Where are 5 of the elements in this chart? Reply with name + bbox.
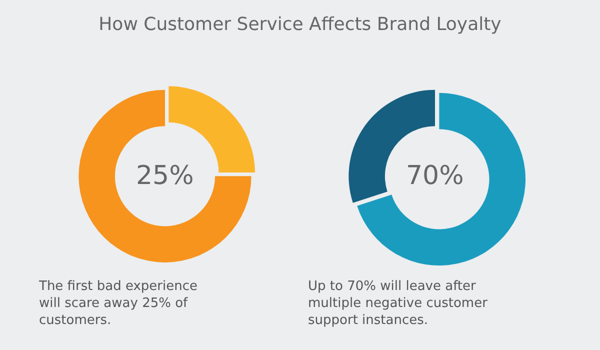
text: 25%	[136, 161, 194, 191]
text: The first bad experience will scare away 25% of customers.	[38, 279, 198, 328]
text: How Customer Service Affects Brand Loyalty	[98, 14, 502, 36]
text: Up to 70% will leave after multiple negative customer support instances.	[308, 279, 488, 328]
text: 70%	[406, 161, 464, 191]
